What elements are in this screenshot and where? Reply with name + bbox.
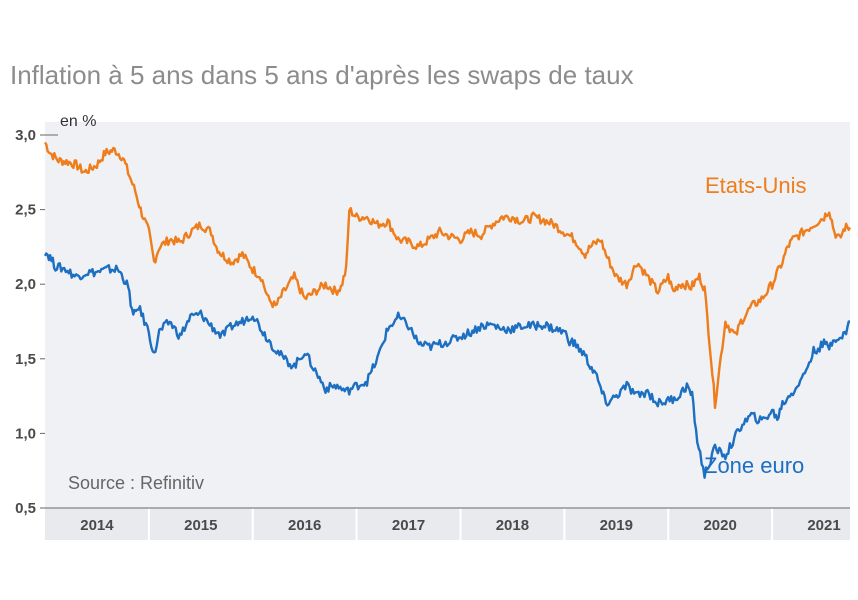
- x-tick-label: 2018: [496, 517, 529, 534]
- y-tick-label: 0,5: [15, 500, 36, 517]
- y-tick-label: 1,0: [15, 425, 36, 442]
- y-tick-label: 2,0: [15, 276, 36, 293]
- x-bands: [45, 508, 850, 540]
- series-group: [43, 141, 852, 479]
- x-tick-label: 2015: [184, 517, 217, 534]
- y-tick-label: 2,5: [15, 202, 36, 219]
- x-tick-label: 2014: [80, 517, 114, 534]
- label-etats-unis: Etats-Unis: [705, 173, 806, 198]
- y-tick-label: 1,5: [15, 351, 36, 368]
- y-ticks: 3,0 2,5 2,0 1,5 1,0 0,5: [15, 127, 58, 517]
- label-zone-euro: Zone euro: [704, 453, 804, 478]
- chart-title: Inflation à 5 ans dans 5 ans d'après les…: [10, 60, 634, 90]
- y-axis-unit: en %: [60, 113, 96, 130]
- x-tick-label: 2019: [600, 517, 633, 534]
- series-line-etats-unis: [43, 141, 852, 410]
- x-tick-label: 2021: [807, 517, 840, 534]
- x-tick-label: 2020: [703, 517, 736, 534]
- source-note: Source : Refinitiv: [68, 473, 204, 493]
- y-tick-label: 3,0: [15, 127, 36, 144]
- x-axis-band: [45, 508, 850, 540]
- plot-area: [45, 122, 850, 508]
- series-line-zone-euro: [43, 252, 851, 479]
- x-tick-label: 2017: [392, 517, 425, 534]
- x-ticks: 2014 2015 2016 2017 2018 2019 2020 2021: [80, 517, 840, 534]
- x-tick-label: 2016: [288, 517, 321, 534]
